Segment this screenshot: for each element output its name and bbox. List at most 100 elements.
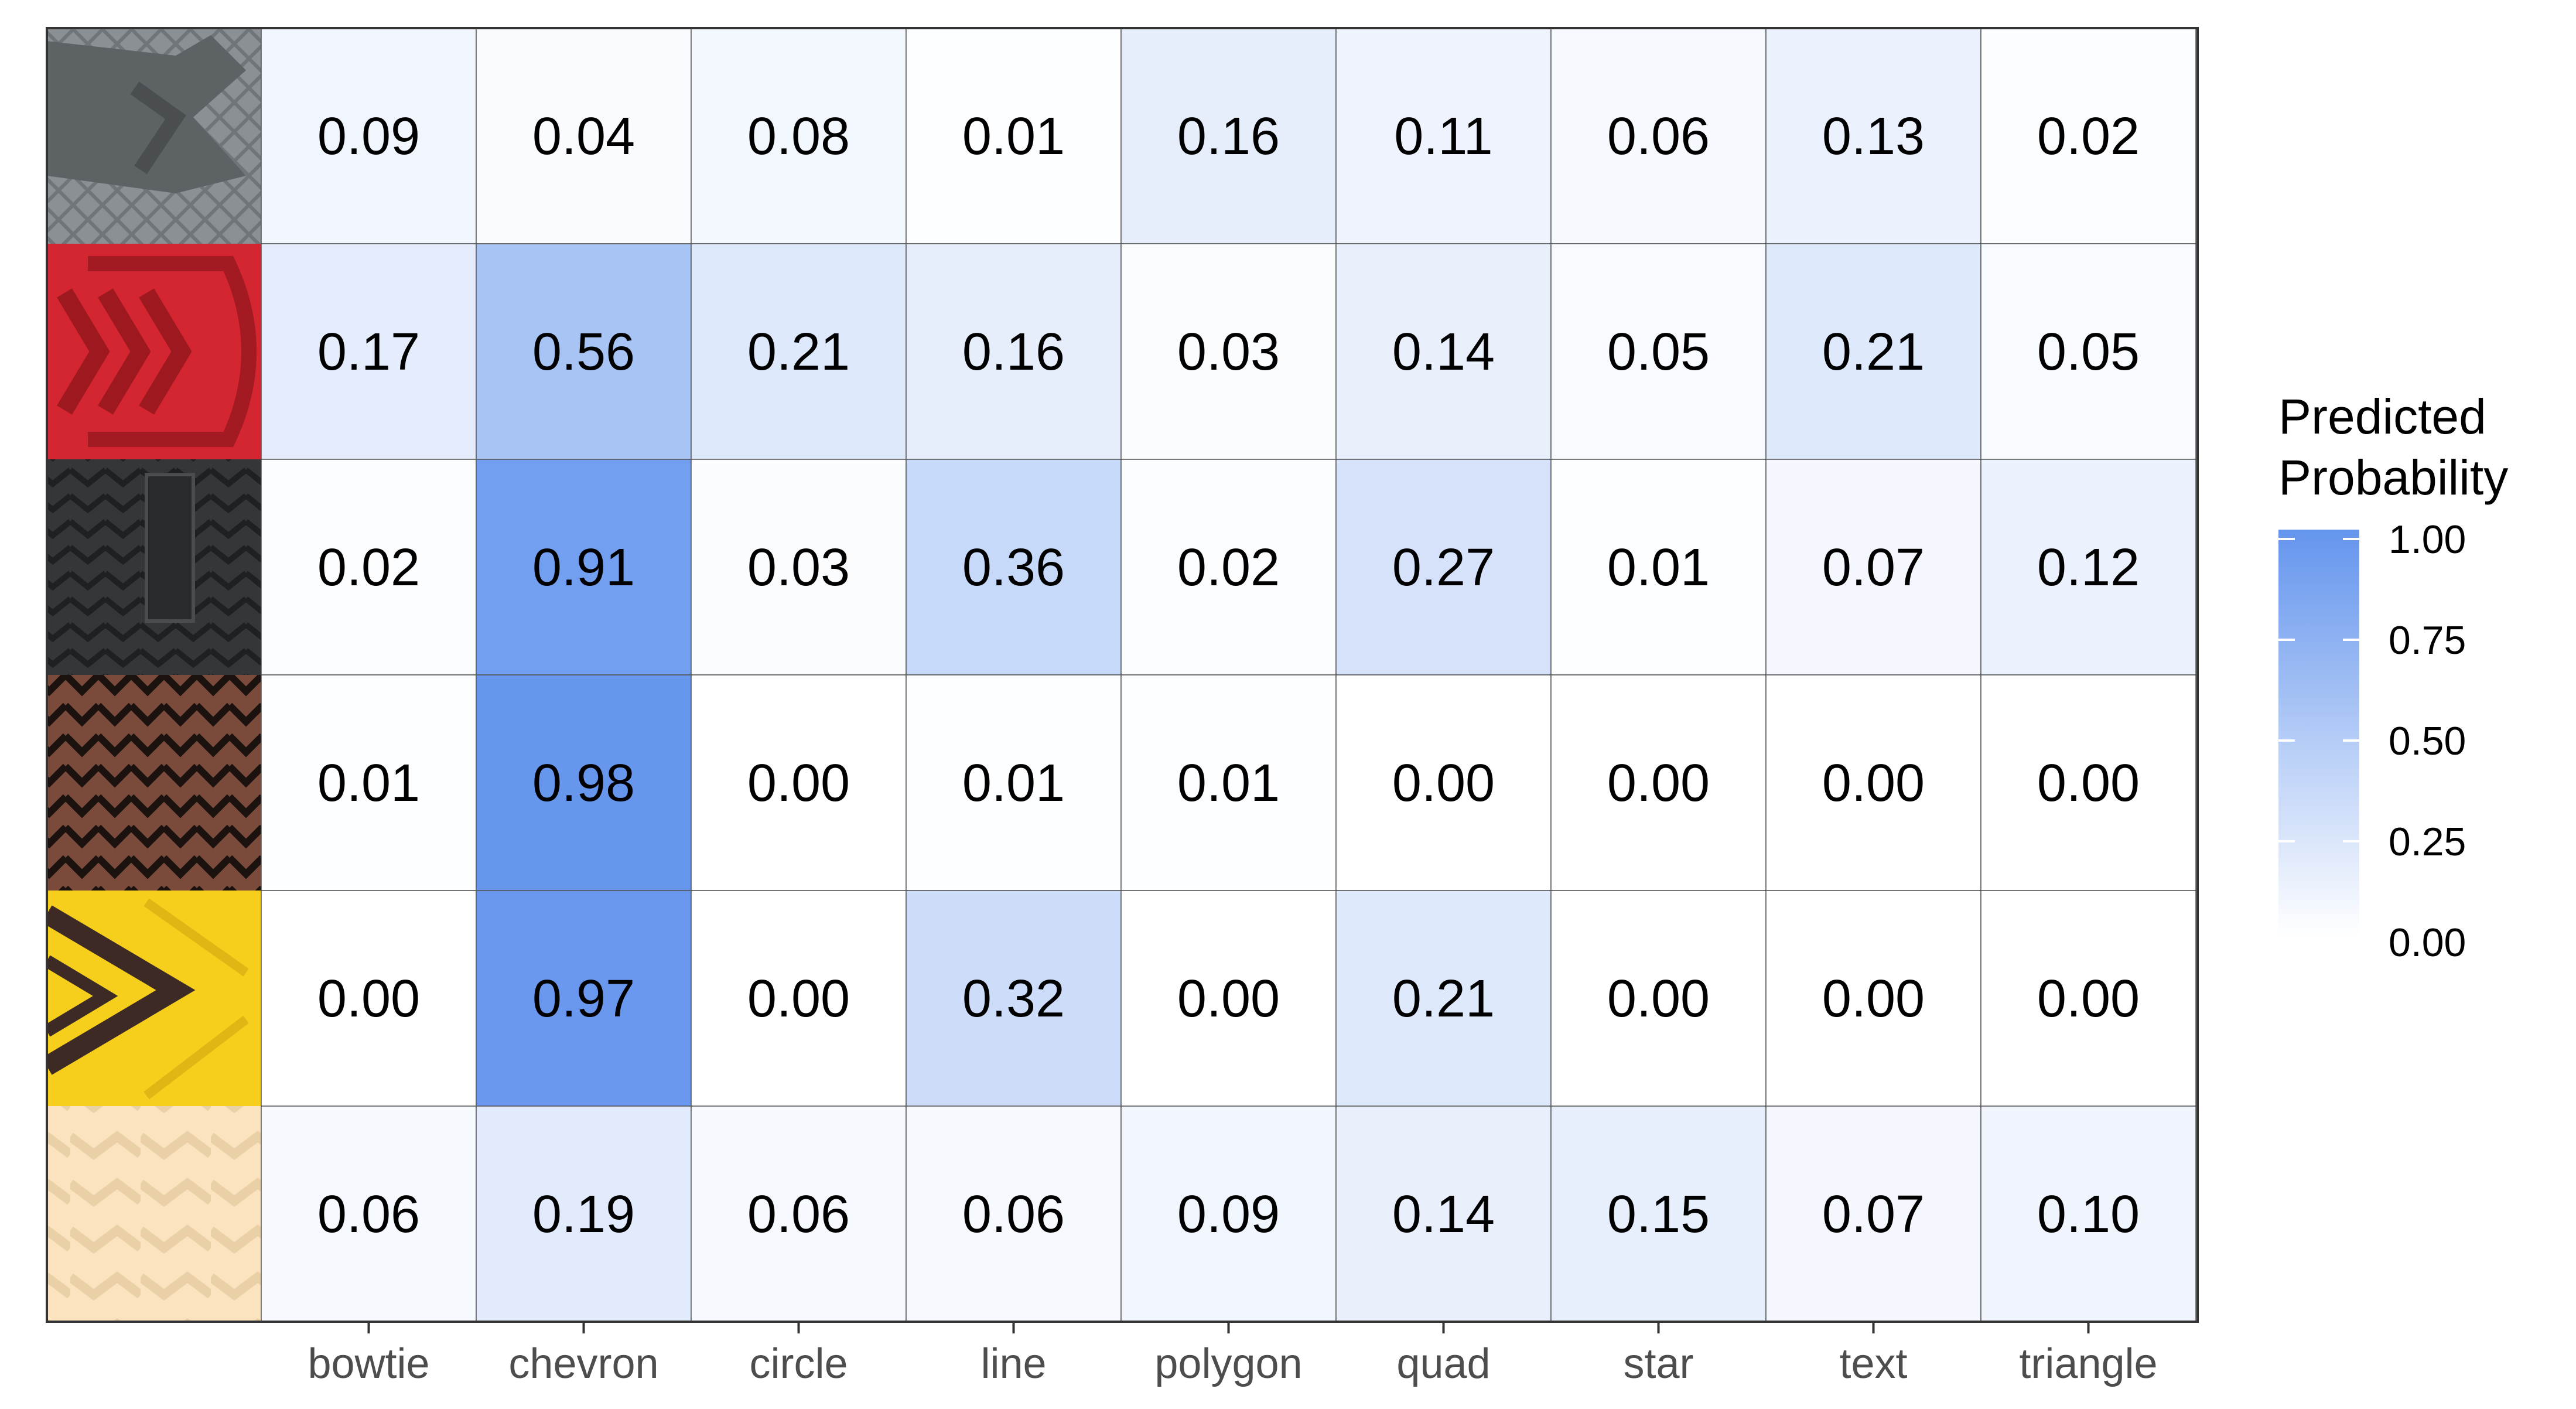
cell-value-label: 0.98 — [532, 754, 635, 813]
cell-value-label: 0.27 — [1392, 538, 1495, 597]
cell-value-label: 0.02 — [1177, 538, 1280, 597]
panel-border — [46, 27, 2199, 1323]
heatmap-cell — [1335, 890, 1552, 1107]
heatmap-cell — [1765, 674, 1981, 891]
heatmap-cell — [1765, 1106, 1981, 1322]
x-tick-label: line — [980, 1340, 1046, 1387]
cell-value-label: 0.03 — [747, 538, 850, 597]
heatmap-cell — [1550, 243, 1767, 460]
cell-value-label: 0.21 — [1392, 970, 1495, 1028]
cell-value-label: 0.12 — [2037, 538, 2140, 597]
cell-value-label: 0.13 — [1822, 107, 1925, 166]
x-tick-label: polygon — [1154, 1340, 1302, 1387]
cell-value-label: 0.01 — [962, 107, 1065, 166]
heatmap-cell — [1980, 674, 2196, 891]
x-tick-label: chevron — [508, 1340, 658, 1387]
cell-value-label: 0.04 — [532, 107, 635, 166]
heatmap-cell — [906, 1106, 1122, 1322]
heatmap-cell — [1120, 28, 1337, 244]
cell-value-label: 0.00 — [317, 970, 420, 1028]
cell-value-label: 0.01 — [1607, 538, 1710, 597]
cell-value-label: 0.05 — [2037, 323, 2140, 381]
heatmap-cell — [1335, 674, 1552, 891]
cell-value-label: 0.91 — [532, 538, 635, 597]
cell-value-label: 0.00 — [1822, 970, 1925, 1028]
heatmap-cell — [476, 674, 692, 891]
heatmap-cell — [906, 28, 1122, 244]
cell-value-label: 0.01 — [1177, 754, 1280, 813]
cell-value-label: 0.21 — [747, 323, 850, 381]
heatmap-cell — [261, 243, 477, 460]
cell-value-label: 0.17 — [317, 323, 420, 381]
cell-value-label: 0.06 — [962, 1185, 1065, 1244]
cell-value-label: 0.32 — [962, 970, 1065, 1028]
heatmap-cell — [1765, 459, 1981, 675]
cell-value-label: 0.14 — [1392, 1185, 1495, 1244]
heatmap-cell — [1980, 459, 2196, 675]
x-axis-ticks: bowtie chevron circle line polygon quad star te… — [308, 1322, 2158, 1387]
cell-value-label: 0.14 — [1392, 323, 1495, 381]
legend-tick-label: 0.00 — [2389, 920, 2466, 965]
heatmap-cell — [1550, 28, 1767, 244]
legend-colorbar — [2278, 530, 2359, 936]
cell-value-label: 0.00 — [1392, 754, 1495, 813]
cell-labels: 0.09 0.04 0.08 0.01 0.16 0.11 0.06 0.13 0.02 0.17… — [317, 107, 2140, 1244]
row-image-4 — [47, 891, 261, 1106]
cell-value-label: 0.02 — [2037, 107, 2140, 166]
x-tick-label: text — [1839, 1340, 1907, 1387]
heatmap-cell — [1765, 243, 1981, 460]
heatmap-cell — [476, 459, 692, 675]
heatmap-cell — [1550, 674, 1767, 891]
cell-value-label: 0.00 — [1822, 754, 1925, 813]
heatmap-cell — [476, 243, 692, 460]
cell-value-label: 0.97 — [532, 970, 635, 1028]
x-tick-label: quad — [1396, 1340, 1490, 1387]
x-tick-label: circle — [749, 1340, 848, 1387]
cell-value-label: 0.07 — [1822, 1185, 1925, 1244]
cell-value-label: 0.03 — [1177, 323, 1280, 381]
cell-value-label: 0.09 — [1177, 1185, 1280, 1244]
heatmap-cell — [261, 28, 477, 244]
heatmap-cell — [691, 459, 907, 675]
heatmap-cell — [1335, 1106, 1552, 1322]
cell-value-label: 0.11 — [1394, 107, 1493, 166]
cell-value-label: 0.07 — [1822, 538, 1925, 597]
row-image-3 — [47, 675, 261, 891]
cell-value-label: 0.01 — [962, 754, 1065, 813]
heatmap-cell — [261, 459, 477, 675]
x-tick-label: triangle — [2019, 1340, 2157, 1387]
cell-value-label: 0.15 — [1607, 1185, 1710, 1244]
x-tick-label: star — [1623, 1340, 1693, 1387]
cell-value-label: 0.00 — [1177, 970, 1280, 1028]
heatmap-cell — [906, 674, 1122, 891]
cell-value-label: 0.00 — [2037, 970, 2140, 1028]
row-image-1 — [47, 244, 261, 459]
cell-value-label: 0.09 — [317, 107, 420, 166]
heatmap-cell — [476, 890, 692, 1107]
legend-tick-label: 0.25 — [2389, 820, 2466, 864]
heatmap-cell — [691, 674, 907, 891]
heatmap-cell — [1120, 890, 1337, 1107]
heatmap-cell — [1980, 890, 2196, 1107]
heatmap-cell — [476, 28, 692, 244]
cell-value-label: 0.00 — [747, 970, 850, 1028]
cell-value-label: 0.01 — [317, 754, 420, 813]
cell-value-label: 0.02 — [317, 538, 420, 597]
heatmap-cell — [261, 1106, 477, 1322]
x-tick-label: bowtie — [308, 1340, 429, 1387]
cell-value-label: 0.00 — [2037, 754, 2140, 813]
cell-value-label: 0.36 — [962, 538, 1065, 597]
heatmap-cell — [906, 459, 1122, 675]
heatmap-cell — [1120, 674, 1337, 891]
heatmap-cell — [261, 890, 477, 1107]
legend-tick-label: 0.50 — [2389, 719, 2466, 763]
cell-value-label: 0.08 — [747, 107, 850, 166]
cell-value-label: 0.06 — [747, 1185, 850, 1244]
cell-value-label: 0.16 — [1177, 107, 1280, 166]
cell-value-label: 0.00 — [1607, 754, 1710, 813]
heatmap-cell — [691, 890, 907, 1107]
legend-tick-label: 0.75 — [2389, 618, 2466, 663]
heatmap-cell — [906, 243, 1122, 460]
